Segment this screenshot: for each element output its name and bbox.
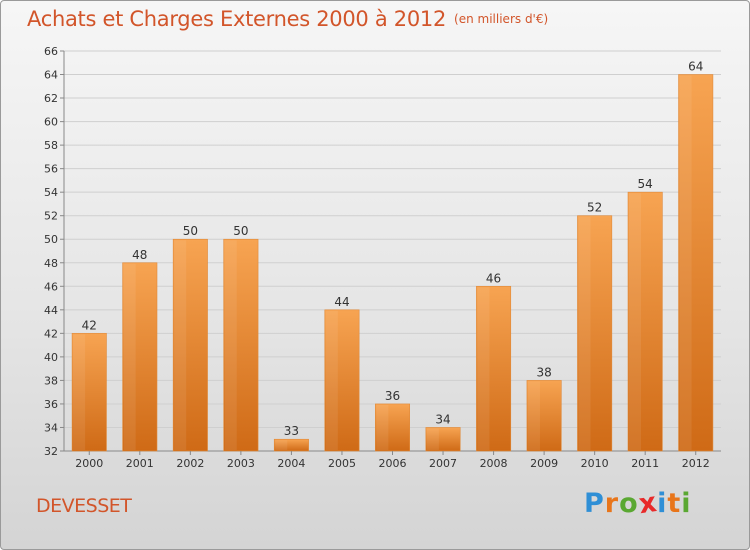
- bar-highlight: [123, 263, 136, 450]
- x-tick-label: 2012: [682, 457, 710, 470]
- y-tick-label: 36: [44, 398, 58, 411]
- bar-highlight: [679, 75, 692, 450]
- y-tick-label: 54: [44, 186, 58, 199]
- y-tick-label: 58: [44, 139, 58, 152]
- x-tick-label: 2001: [126, 457, 154, 470]
- bar-value-label: 50: [233, 224, 248, 238]
- bar-2010: [577, 215, 613, 452]
- bar-2011: [627, 191, 663, 452]
- logo-letter: o: [619, 488, 639, 519]
- logo-letter: P: [584, 488, 605, 519]
- bar-value-label: 48: [132, 248, 147, 262]
- y-tick-label: 56: [44, 163, 58, 176]
- bar-highlight: [73, 334, 86, 450]
- bar-value-label: 46: [486, 271, 501, 285]
- bar-2009: [526, 380, 562, 452]
- bar-highlight: [629, 193, 642, 451]
- logo-letter: x: [636, 486, 660, 521]
- x-tick-label: 2010: [581, 457, 609, 470]
- y-tick-label: 42: [44, 327, 58, 340]
- y-tick-label: 48: [44, 257, 58, 270]
- bar-2003: [223, 238, 259, 452]
- x-tick-label: 2008: [480, 457, 508, 470]
- bar-highlight: [578, 216, 591, 450]
- y-tick-label: 34: [44, 421, 58, 434]
- x-tick-label: 2007: [429, 457, 457, 470]
- y-tick-label: 52: [44, 210, 58, 223]
- y-tick-label: 46: [44, 280, 58, 293]
- bar-highlight: [224, 240, 237, 450]
- bar-2005: [324, 309, 360, 452]
- bar-highlight: [527, 381, 540, 450]
- bar-highlight: [477, 287, 490, 450]
- chart-subtitle: (en milliers d'€): [454, 12, 549, 26]
- y-tick-label: 64: [44, 69, 58, 82]
- bar-value-label: 42: [82, 318, 97, 332]
- title-text: Achats et Charges Externes 2000 à 2012: [27, 7, 447, 31]
- y-tick-label: 44: [44, 304, 58, 317]
- bar-2008: [476, 285, 512, 452]
- bar-value-label: 38: [536, 365, 551, 379]
- x-tick-label: 2005: [328, 457, 356, 470]
- logo-letter: r: [604, 488, 620, 519]
- logo-letter: i: [681, 488, 692, 519]
- bar-value-label: 52: [587, 201, 602, 215]
- x-tick-label: 2009: [530, 457, 558, 470]
- bar-value-label: 33: [284, 424, 299, 438]
- bar-highlight: [325, 310, 338, 450]
- x-tick-label: 2000: [75, 457, 103, 470]
- bar-value-label: 64: [688, 60, 703, 74]
- bar-2012: [678, 74, 714, 452]
- chart-title: Achats et Charges Externes 2000 à 2012 (e…: [27, 7, 548, 31]
- logo-letter: i: [657, 488, 668, 519]
- bar-value-label: 34: [435, 412, 450, 426]
- bar-highlight: [275, 440, 288, 450]
- bar-value-label: 54: [638, 177, 653, 191]
- proxiti-logo: Proxiti: [584, 486, 692, 521]
- bar-highlight: [174, 240, 187, 450]
- x-tick-label: 2006: [379, 457, 407, 470]
- bar-2006: [375, 403, 410, 452]
- x-tick-label: 2011: [631, 457, 659, 470]
- y-tick-label: 32: [44, 445, 58, 458]
- bar-value-label: 50: [183, 224, 198, 238]
- y-tick-label: 40: [44, 351, 58, 364]
- x-tick-label: 2004: [277, 457, 305, 470]
- bar-value-label: 36: [385, 389, 400, 403]
- y-tick-label: 50: [44, 233, 58, 246]
- bar-2002: [172, 238, 208, 452]
- y-tick-label: 62: [44, 92, 58, 105]
- bar-highlight: [376, 404, 389, 450]
- bar-2001: [122, 262, 158, 452]
- y-tick-label: 38: [44, 374, 58, 387]
- bar-highlight: [426, 428, 439, 450]
- x-tick-label: 2002: [176, 457, 204, 470]
- y-tick-label: 60: [44, 116, 58, 129]
- x-tick-label: 2003: [227, 457, 255, 470]
- commune-name: DEVESSET: [36, 495, 132, 517]
- logo-letter: t: [667, 488, 682, 519]
- y-tick-label: 66: [44, 45, 58, 58]
- bar-value-label: 44: [334, 295, 349, 309]
